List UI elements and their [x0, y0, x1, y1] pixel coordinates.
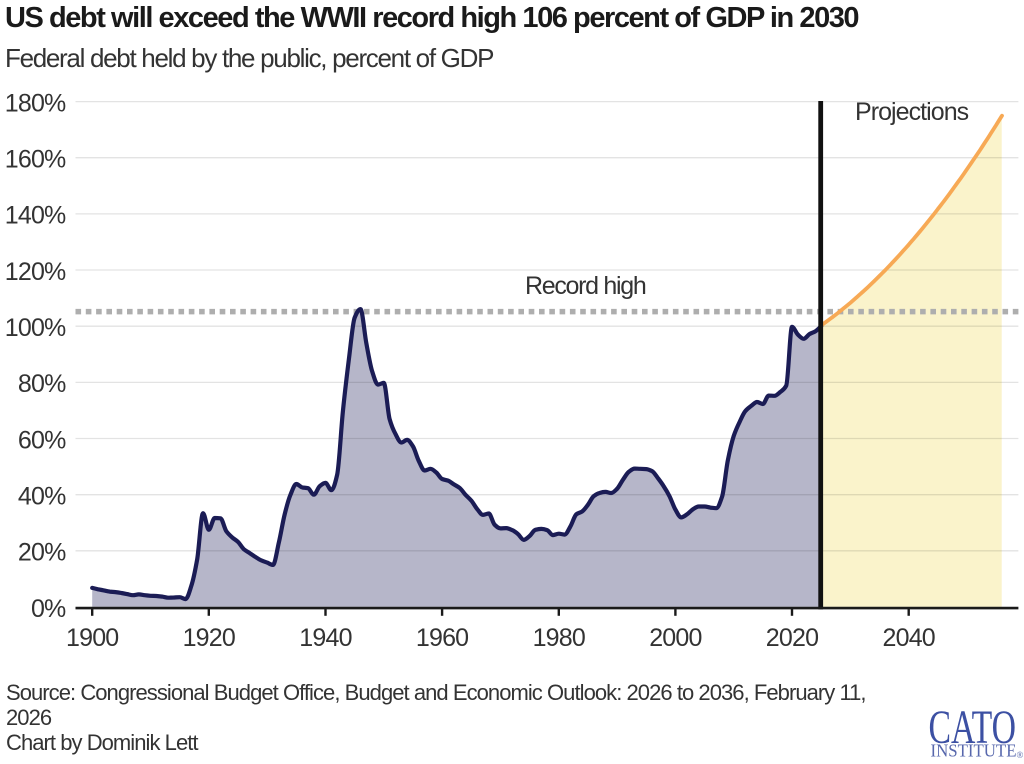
svg-text:1900: 1900	[66, 624, 118, 652]
svg-text:60%: 60%	[18, 426, 66, 454]
svg-text:140%: 140%	[5, 202, 66, 230]
svg-text:180%: 180%	[5, 89, 66, 117]
svg-text:2040: 2040	[882, 624, 934, 652]
svg-text:100%: 100%	[5, 314, 66, 342]
svg-text:1940: 1940	[299, 624, 351, 652]
svg-text:2000: 2000	[649, 624, 701, 652]
svg-text:INSTITUTE: INSTITUTE	[931, 740, 1017, 760]
svg-text:®: ®	[1017, 750, 1024, 760]
svg-text:1960: 1960	[416, 624, 468, 652]
svg-text:CATO: CATO	[929, 701, 1017, 754]
svg-text:80%: 80%	[18, 370, 66, 398]
svg-text:1920: 1920	[183, 624, 235, 652]
svg-text:120%: 120%	[5, 258, 66, 286]
svg-text:1980: 1980	[533, 624, 585, 652]
svg-text:40%: 40%	[18, 483, 66, 511]
svg-text:160%: 160%	[5, 146, 66, 174]
svg-text:0%: 0%	[31, 595, 66, 623]
svg-text:2020: 2020	[766, 624, 818, 652]
svg-text:20%: 20%	[18, 539, 66, 567]
